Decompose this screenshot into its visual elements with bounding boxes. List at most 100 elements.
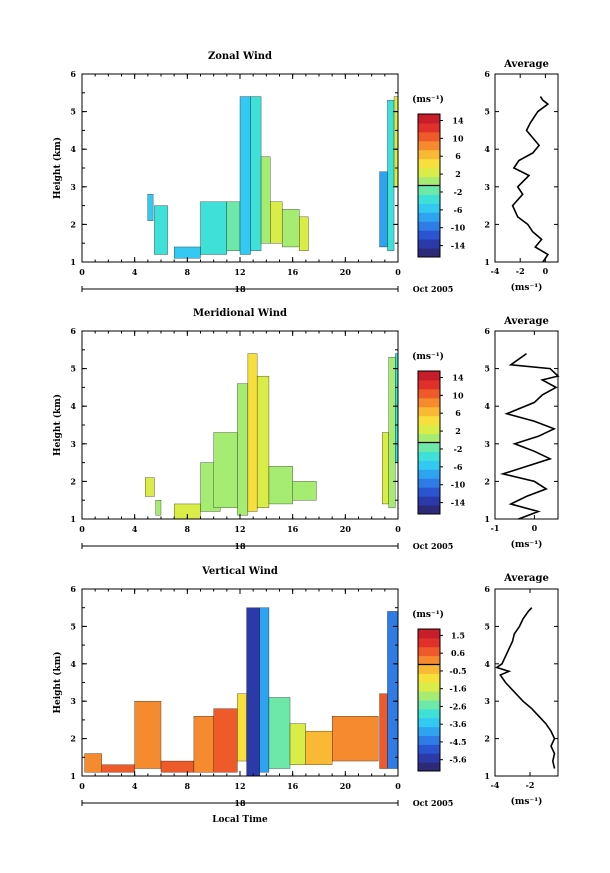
colorbar-swatch	[418, 212, 440, 222]
profile-y-tick-label: 6	[484, 69, 490, 79]
heatmap-cell	[134, 701, 162, 769]
profile-y-tick-label: 3	[484, 696, 490, 706]
colorbar-swatch	[418, 708, 440, 719]
x-tick-label: 8	[185, 781, 191, 791]
colorbar-tick-label: -6	[454, 462, 463, 472]
heatmap-cell	[213, 708, 238, 773]
colorbar-swatch	[418, 397, 440, 408]
average-profile: Average 1 2 3 4 5 6 -4 -2 (ms⁻¹)	[484, 573, 559, 807]
heatmap-cell	[246, 607, 260, 777]
colorbar-swatch	[418, 753, 440, 763]
y-tick-label: 4	[70, 401, 76, 411]
x-tick-label: 4	[132, 524, 138, 534]
colorbar-swatch	[418, 424, 440, 435]
panel-title: Meridional Wind	[193, 308, 287, 319]
heatmap-cell	[281, 209, 300, 248]
average-profile: Average 1 2 3 4 5 6 -1 0 (ms⁻¹)	[484, 316, 560, 550]
y-tick-label: 3	[70, 696, 76, 706]
heatmap-cell	[388, 357, 396, 508]
day-label: 18	[234, 798, 246, 808]
y-tick-label: 1	[70, 257, 76, 267]
profile-y-tick-label: 2	[484, 734, 490, 744]
colorbar-swatch	[418, 664, 440, 674]
profile-y-tick-label: 4	[484, 401, 490, 411]
colorbar-tick-label: -14	[451, 498, 466, 508]
colorbar-tick-label: 14	[452, 115, 464, 125]
heatmap-cell	[332, 716, 379, 762]
profile-y-tick-label: 3	[484, 439, 490, 449]
colorbar-swatch	[418, 726, 440, 736]
x-tick-label: 0	[395, 267, 401, 277]
y-tick-label: 2	[70, 219, 76, 229]
colorbar-swatch	[418, 451, 440, 461]
colorbar-swatch	[418, 379, 440, 390]
x-tick-label: 20	[340, 524, 352, 534]
colorbar-frame	[417, 628, 441, 772]
heatmap-cell	[239, 96, 251, 255]
y-tick-label: 5	[70, 107, 76, 117]
colorbar-swatch	[418, 230, 440, 240]
panel-title: Zonal Wind	[208, 51, 272, 62]
heatmap-cell	[101, 764, 135, 773]
colorbar-swatch	[418, 691, 440, 701]
y-tick-label: 3	[70, 439, 76, 449]
colorbar-tick-label: 0.6	[451, 648, 465, 658]
x-tick-label: 0	[395, 781, 401, 791]
colorbar-swatch	[418, 194, 440, 204]
y-axis-label: Height (km)	[52, 651, 63, 713]
heatmap-cell	[379, 693, 388, 769]
colorbar-swatch	[418, 496, 440, 506]
y-tick-label: 2	[70, 734, 76, 744]
colorbar-tick-label: 10	[452, 390, 464, 400]
colorbar-swatch	[418, 221, 440, 231]
colorbar-tick-label: -4.5	[449, 737, 466, 747]
colorbar-swatch	[418, 131, 440, 142]
x-tick-label: 0	[79, 524, 85, 534]
colorbar-tick-label: -1.6	[449, 684, 467, 694]
colorbar-tick-label: 10	[452, 133, 464, 143]
heatmap-cell	[193, 716, 214, 773]
profile-y-tick-label: 2	[484, 476, 490, 486]
heatmap-cell	[292, 481, 317, 501]
profile-x-tick-label: -1	[491, 523, 500, 533]
profile-x-tick-label: -2	[516, 266, 525, 276]
heatmap-cell	[387, 100, 395, 251]
y-tick-label: 4	[70, 659, 76, 669]
heatmap-cell	[379, 171, 388, 248]
colorbar-tick-label: 6	[455, 408, 461, 418]
colorbar-tick-label: -3.6	[449, 719, 467, 729]
colorbar-swatch	[418, 433, 440, 443]
profile-line	[511, 96, 550, 263]
heatmap-cell	[154, 205, 168, 255]
colorbar-tick-label: -2	[454, 444, 463, 454]
colorbar-swatch	[418, 248, 440, 258]
profile-frame	[494, 73, 559, 263]
heatmap-cell	[84, 753, 102, 773]
colorbar-tick-label: 2	[455, 169, 461, 179]
x-tick-label: 0	[395, 524, 401, 534]
x-tick-label: 4	[132, 267, 138, 277]
y-tick-label: 6	[70, 326, 76, 336]
average-profile: Average 1 2 3 4 5 6 -4 -2 0(ms⁻¹)	[484, 59, 559, 293]
heatmap-cell	[289, 723, 306, 765]
heatmap-cell	[259, 607, 270, 773]
heatmap-cell	[213, 432, 238, 508]
heatmap-cell	[268, 697, 291, 769]
colorbar-swatch	[418, 637, 440, 648]
y-tick-label: 1	[70, 771, 76, 781]
heatmap-cell	[200, 201, 227, 255]
profile-y-tick-label: 5	[484, 364, 490, 374]
x-tick-label: 12	[234, 524, 245, 534]
heatmap-cell	[299, 216, 309, 251]
profile-y-tick-label: 5	[484, 107, 490, 117]
x-tick-label: 12	[234, 267, 245, 277]
x-tick-label: 4	[132, 781, 138, 791]
colorbar-tick-label: 2	[455, 426, 461, 436]
heatmap-cell	[174, 246, 201, 259]
colorbar-swatch	[418, 478, 440, 488]
profile-y-tick-label: 2	[484, 219, 490, 229]
heatmap-cell	[160, 760, 195, 773]
x-tick-label: 20	[340, 781, 352, 791]
profile-x-tick-label: -4	[491, 780, 500, 790]
date-label: Oct 2005	[413, 284, 454, 294]
